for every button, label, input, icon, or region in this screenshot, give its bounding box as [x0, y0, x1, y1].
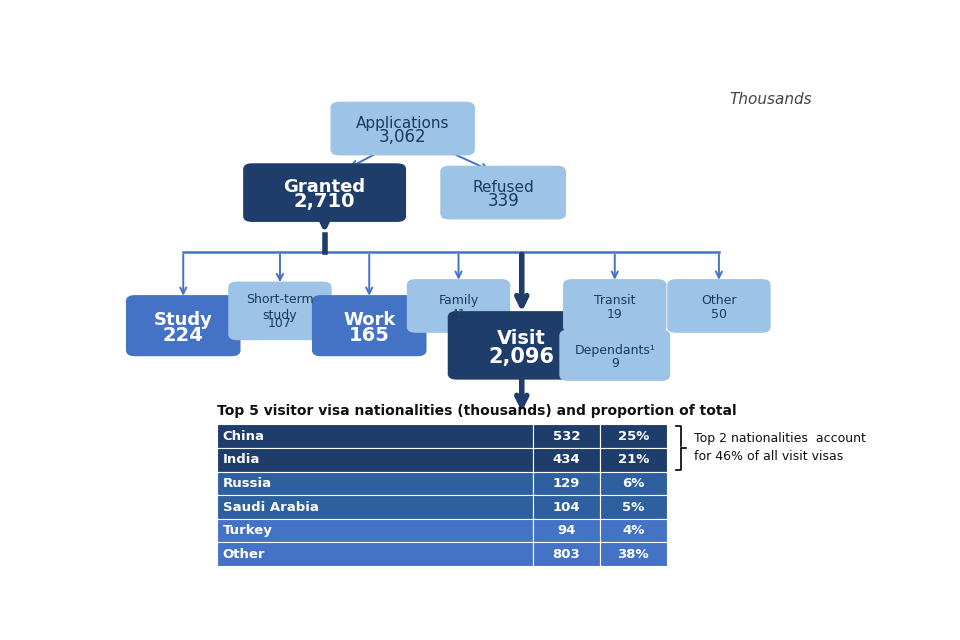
Text: Visit: Visit	[497, 329, 546, 348]
Text: Thousands: Thousands	[730, 92, 812, 107]
Text: 4%: 4%	[622, 524, 644, 537]
FancyBboxPatch shape	[217, 448, 533, 472]
Text: 434: 434	[553, 453, 580, 466]
Text: Transit: Transit	[594, 294, 636, 307]
Text: 165: 165	[348, 326, 390, 345]
Text: Top 2 nationalities  account
for 46% of all visit visas: Top 2 nationalities account for 46% of a…	[694, 433, 866, 463]
Text: 803: 803	[553, 548, 580, 561]
FancyBboxPatch shape	[600, 424, 667, 448]
Text: Top 5 visitor visa nationalities (thousands) and proportion of total: Top 5 visitor visa nationalities (thousa…	[217, 404, 736, 419]
FancyBboxPatch shape	[533, 519, 600, 543]
Text: Dependants¹: Dependants¹	[574, 344, 655, 357]
FancyBboxPatch shape	[447, 311, 596, 380]
Text: 25%: 25%	[617, 429, 649, 442]
Text: Other: Other	[701, 294, 736, 307]
FancyBboxPatch shape	[312, 295, 426, 356]
FancyBboxPatch shape	[600, 448, 667, 472]
Text: Saudi Arabia: Saudi Arabia	[223, 500, 319, 513]
FancyBboxPatch shape	[330, 102, 475, 156]
FancyBboxPatch shape	[533, 495, 600, 519]
Text: 94: 94	[557, 524, 576, 537]
FancyBboxPatch shape	[217, 424, 533, 448]
Text: 41: 41	[450, 308, 467, 321]
Text: India: India	[223, 453, 260, 466]
Text: 107: 107	[268, 317, 292, 330]
FancyBboxPatch shape	[600, 472, 667, 495]
Text: 6%: 6%	[622, 477, 644, 490]
FancyBboxPatch shape	[126, 295, 241, 356]
Text: 38%: 38%	[617, 548, 649, 561]
Text: 129: 129	[553, 477, 580, 490]
Text: Refused: Refused	[472, 180, 534, 195]
Text: 9: 9	[611, 356, 618, 370]
FancyBboxPatch shape	[217, 519, 533, 543]
FancyBboxPatch shape	[533, 448, 600, 472]
Text: 104: 104	[553, 500, 580, 513]
FancyBboxPatch shape	[243, 163, 406, 222]
Text: 50: 50	[711, 308, 727, 321]
FancyBboxPatch shape	[533, 543, 600, 566]
FancyBboxPatch shape	[564, 279, 666, 333]
Text: Other: Other	[223, 548, 265, 561]
FancyBboxPatch shape	[217, 543, 533, 566]
FancyBboxPatch shape	[600, 543, 667, 566]
Text: 21%: 21%	[617, 453, 649, 466]
Text: Work: Work	[343, 311, 396, 329]
FancyBboxPatch shape	[667, 279, 771, 333]
Text: Turkey: Turkey	[223, 524, 273, 537]
Text: Russia: Russia	[223, 477, 272, 490]
Text: 2,096: 2,096	[489, 347, 555, 367]
FancyBboxPatch shape	[600, 495, 667, 519]
FancyBboxPatch shape	[600, 519, 667, 543]
Text: Study: Study	[154, 311, 213, 329]
Text: 3,062: 3,062	[379, 128, 426, 146]
Text: Short-term
study: Short-term study	[246, 292, 314, 322]
FancyBboxPatch shape	[533, 424, 600, 448]
FancyBboxPatch shape	[441, 166, 566, 220]
Text: 532: 532	[553, 429, 580, 442]
Text: 339: 339	[488, 192, 519, 210]
FancyBboxPatch shape	[560, 330, 670, 381]
Text: China: China	[223, 429, 265, 442]
Text: 5%: 5%	[622, 500, 644, 513]
Text: 2,710: 2,710	[294, 193, 355, 211]
Text: Family: Family	[439, 294, 479, 307]
FancyBboxPatch shape	[217, 495, 533, 519]
FancyBboxPatch shape	[228, 282, 331, 340]
FancyBboxPatch shape	[533, 472, 600, 495]
Text: Applications: Applications	[356, 116, 449, 131]
Text: 19: 19	[607, 308, 623, 321]
FancyBboxPatch shape	[407, 279, 510, 333]
Text: Granted: Granted	[283, 178, 366, 196]
Text: 224: 224	[163, 326, 204, 345]
FancyBboxPatch shape	[217, 472, 533, 495]
